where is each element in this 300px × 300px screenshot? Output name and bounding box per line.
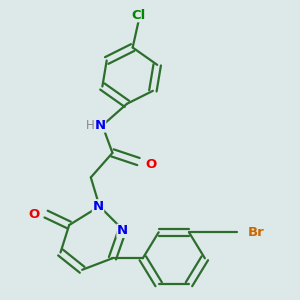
Text: Br: Br (248, 226, 265, 239)
Text: O: O (28, 208, 40, 220)
Text: O: O (145, 158, 156, 171)
Text: N: N (117, 224, 128, 237)
Text: H: H (86, 119, 94, 132)
Text: N: N (92, 200, 104, 213)
Text: Cl: Cl (131, 9, 146, 22)
Text: N: N (94, 119, 106, 132)
